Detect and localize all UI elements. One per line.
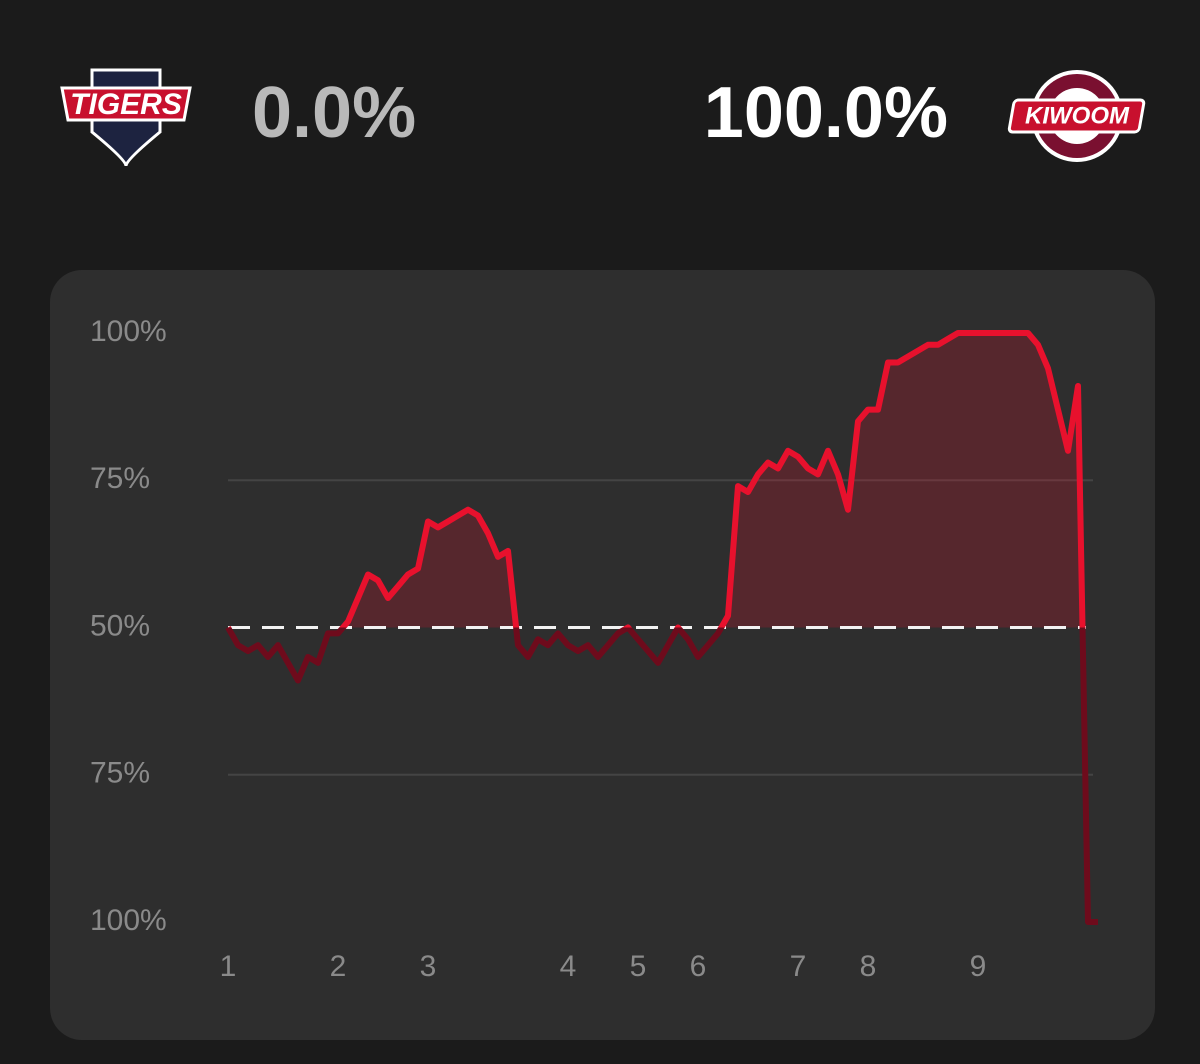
x-tick-label: 2 <box>330 950 347 983</box>
kiwoom-logo: KIWOOM <box>1007 70 1146 162</box>
y-tick-label: 100% <box>90 315 167 348</box>
team-probability: 0.0% <box>252 73 416 153</box>
tigers-logo: TIGERS <box>60 68 192 167</box>
x-tick-label: 3 <box>420 950 437 983</box>
x-tick-label: 9 <box>970 950 987 983</box>
win-probability-line <box>225 330 1098 925</box>
x-tick-label: 7 <box>790 950 807 983</box>
y-tick-label: 100% <box>90 904 167 937</box>
y-tick-label: 75% <box>90 462 150 495</box>
logo-text: TIGERS <box>70 88 182 121</box>
x-tick-label: 4 <box>560 950 577 983</box>
y-tick-label: 75% <box>90 757 150 790</box>
y-tick-label: 50% <box>90 609 150 642</box>
logo-text: KIWOOM <box>1025 102 1130 129</box>
x-tick-label: 8 <box>860 950 877 983</box>
team-probability: 100.0% <box>704 73 948 153</box>
plot: 100% 75% 50% 75% 100% 1 2 3 4 5 6 7 8 9 <box>90 315 1098 983</box>
x-tick-label: 5 <box>630 950 647 983</box>
x-tick-label: 6 <box>690 950 707 983</box>
x-tick-label: 1 <box>220 950 237 983</box>
